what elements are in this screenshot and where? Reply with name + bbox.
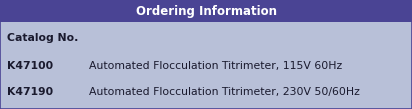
Bar bbox=[0, 0, 412, 22]
Text: Catalog No.: Catalog No. bbox=[7, 33, 79, 43]
Text: Automated Flocculation Titrimeter, 115V 60Hz: Automated Flocculation Titrimeter, 115V … bbox=[89, 61, 342, 71]
Text: Ordering Information: Ordering Information bbox=[136, 5, 276, 18]
Text: Automated Flocculation Titrimeter, 230V 50/60Hz: Automated Flocculation Titrimeter, 230V … bbox=[89, 87, 359, 97]
Text: K47190: K47190 bbox=[7, 87, 54, 97]
Text: K47100: K47100 bbox=[7, 61, 54, 71]
